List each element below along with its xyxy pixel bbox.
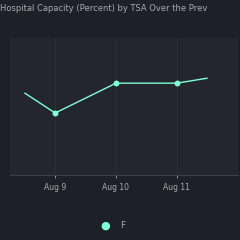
Text: F: F [120,221,125,230]
Point [114,81,118,85]
Point [175,81,179,85]
Point [53,111,57,115]
Text: ●: ● [101,221,110,231]
Text: Hospital Capacity (Percent) by TSA Over the Prev: Hospital Capacity (Percent) by TSA Over … [0,4,207,12]
